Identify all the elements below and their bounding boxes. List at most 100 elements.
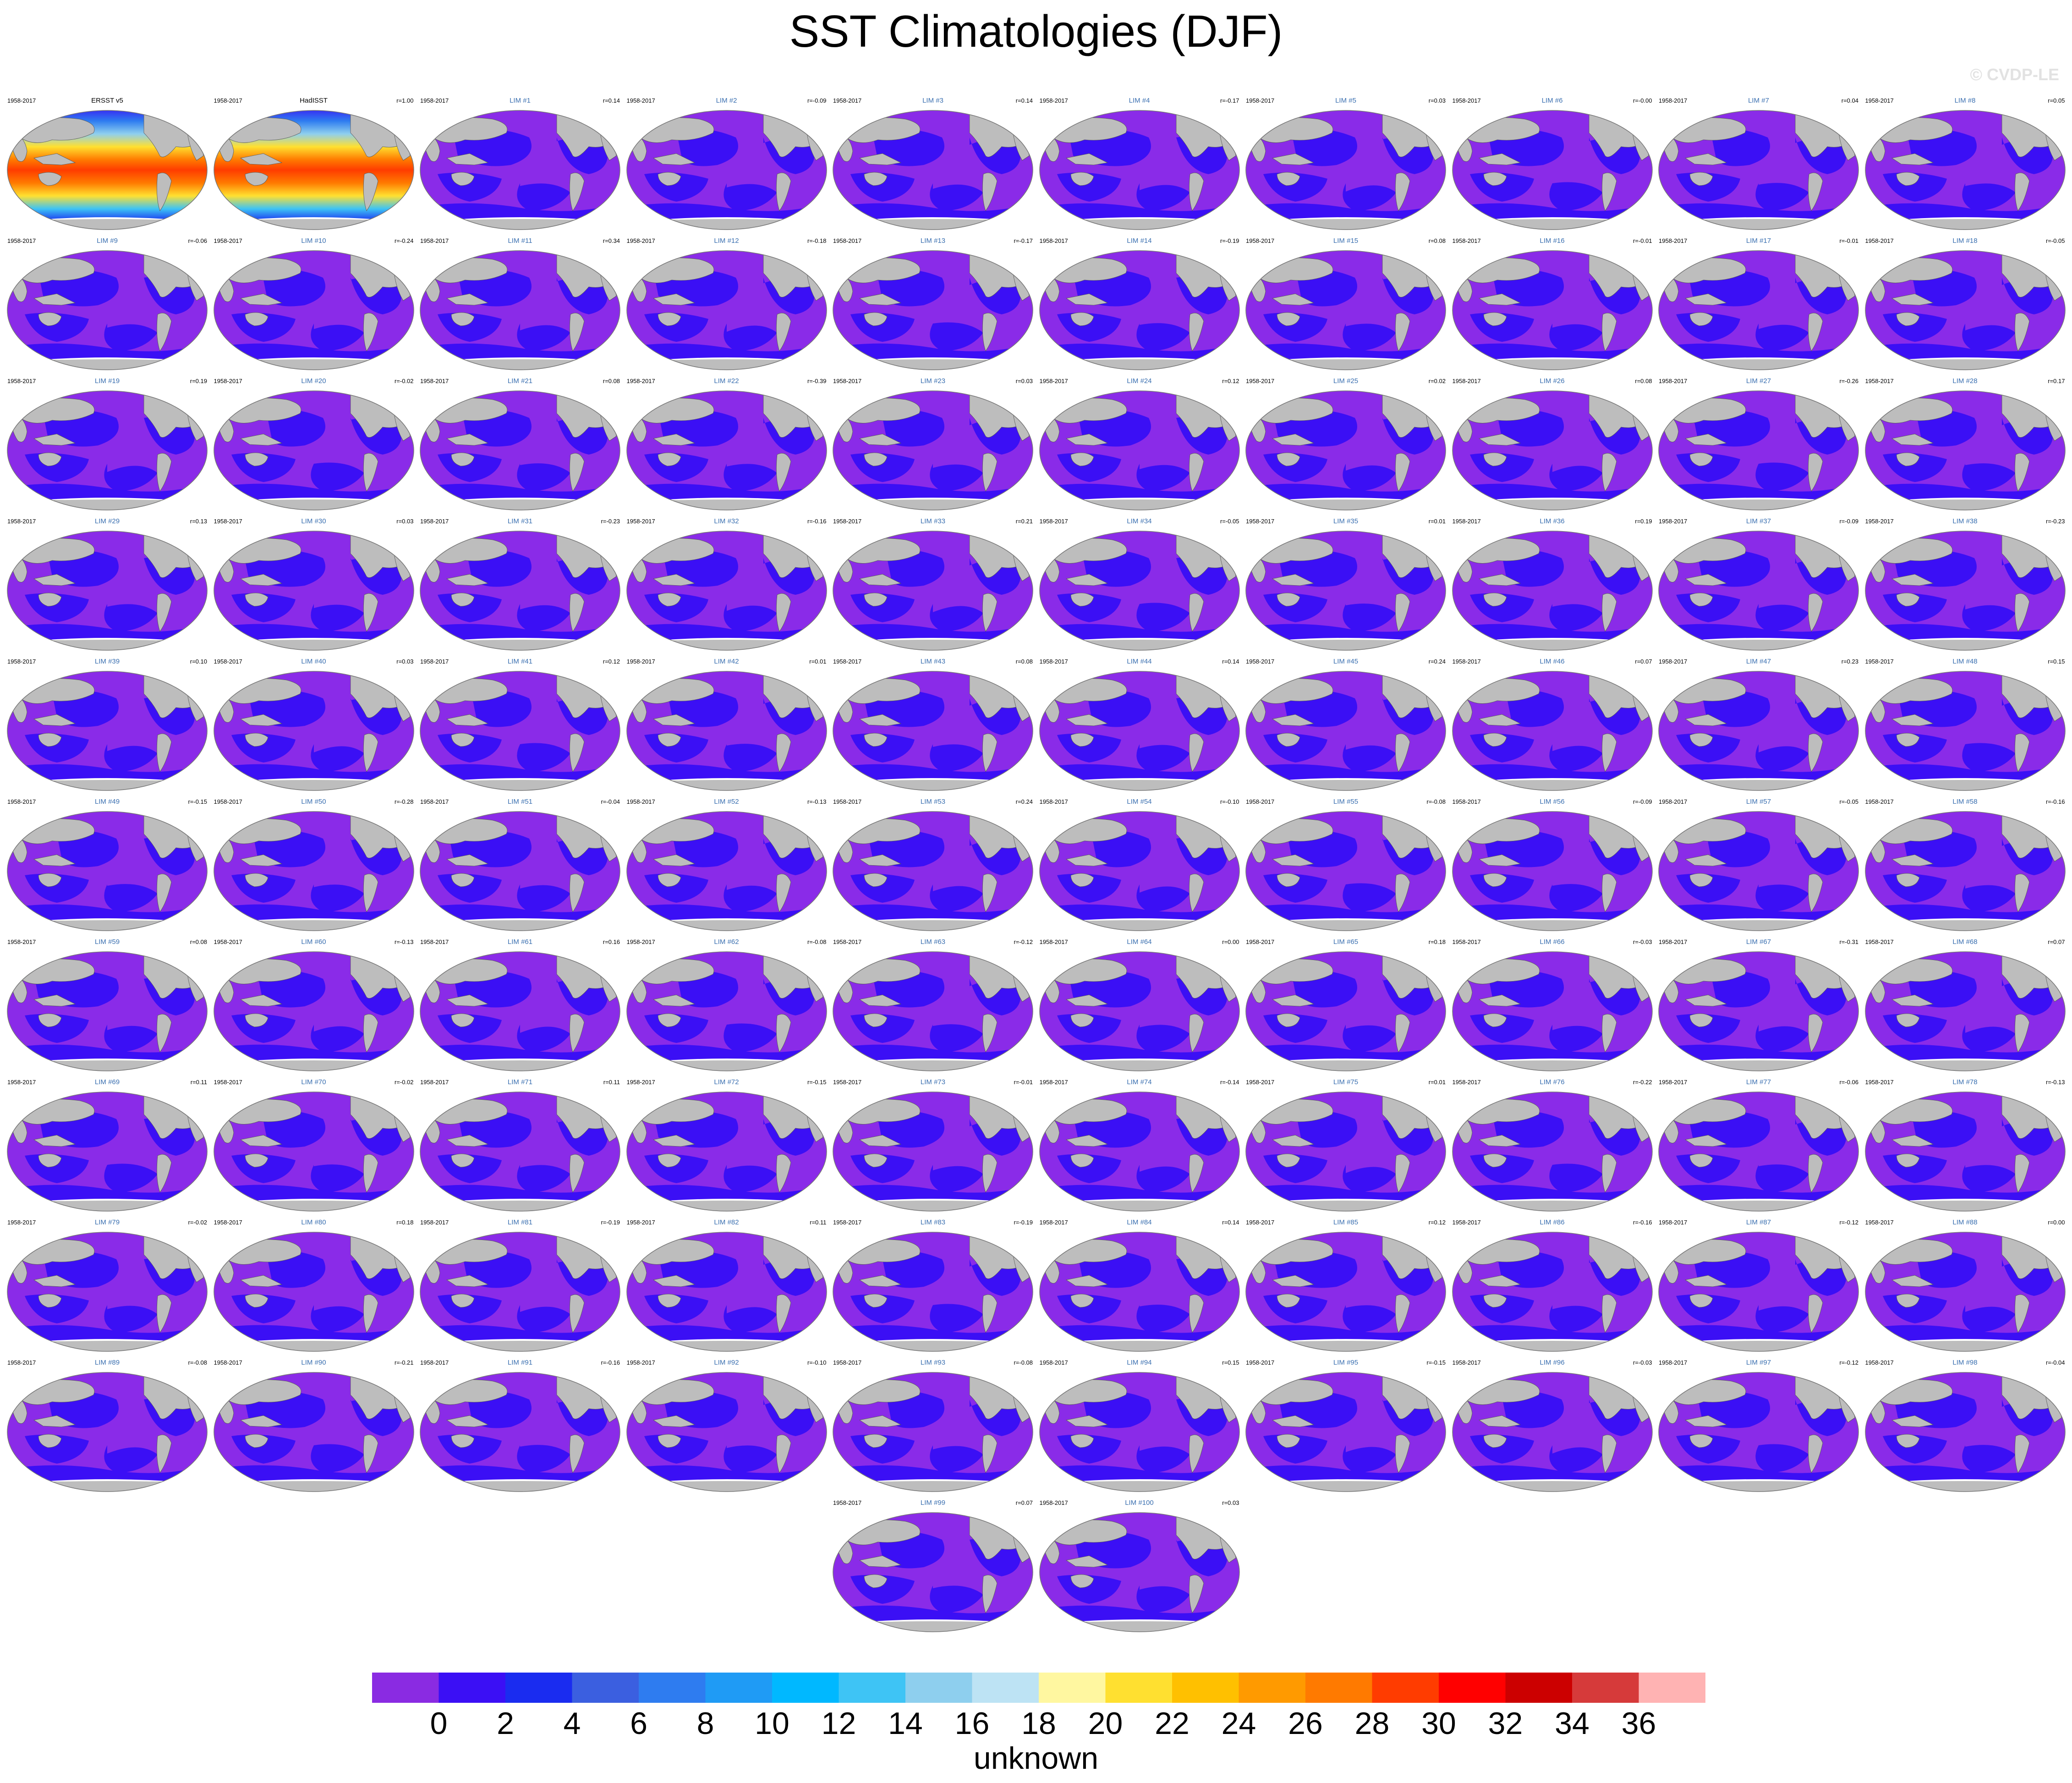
panel-correlation: r=0.19 xyxy=(190,378,207,384)
sst-patch xyxy=(1136,1025,1190,1052)
landmass-shape xyxy=(38,452,62,466)
panel-period: 1958-2017 xyxy=(1659,237,1688,244)
map-panel: 1958-2017 LIM #86 r=-0.16 xyxy=(1452,1219,1653,1356)
panel-title: LIM #71 xyxy=(507,1078,533,1086)
colorbar-swatch xyxy=(839,1673,906,1703)
sst-patch xyxy=(723,884,777,912)
panel-correlation: r=-0.05 xyxy=(2045,237,2065,244)
sst-patch xyxy=(1136,603,1190,631)
sst-patch xyxy=(1962,1445,2016,1473)
map-panel: 1958-2017 LIM #8 r=0.05 xyxy=(1864,97,2066,235)
landmass-shape xyxy=(1601,313,1617,351)
antarctica-shape xyxy=(1659,779,1858,790)
colorbar-swatch xyxy=(505,1673,572,1703)
missing-data-band xyxy=(850,1339,1015,1343)
missing-data-band xyxy=(1057,1339,1222,1343)
colorbar-swatch xyxy=(705,1673,773,1703)
landmass-shape xyxy=(1070,1153,1094,1168)
sst-patch xyxy=(1549,464,1603,491)
missing-data-band xyxy=(438,498,603,501)
panel-period: 1958-2017 xyxy=(1452,1359,1481,1366)
landmass-shape xyxy=(33,574,76,586)
world-map xyxy=(1864,390,2066,510)
antarctica-shape xyxy=(214,1340,414,1351)
map-outline xyxy=(1039,250,1240,370)
missing-data-band xyxy=(1263,217,1428,221)
panel-period: 1958-2017 xyxy=(833,1499,862,1506)
panel-period: 1958-2017 xyxy=(833,518,862,525)
panel-period: 1958-2017 xyxy=(1452,237,1481,244)
missing-data-band xyxy=(438,638,603,642)
panel-title: LIM #78 xyxy=(1952,1078,1978,1086)
map-panel: 1958-2017 LIM #15 r=0.08 xyxy=(1245,237,1447,375)
map-panel: 1958-2017 LIM #45 r=0.24 xyxy=(1245,658,1447,795)
panel-correlation: r=-0.16 xyxy=(807,518,827,525)
map-outline xyxy=(420,811,620,931)
landmass-shape xyxy=(156,172,172,211)
landmass-shape xyxy=(1684,1135,1727,1147)
panel-correlation: r=-0.16 xyxy=(1633,1219,1652,1226)
landmass-shape xyxy=(1277,1153,1300,1168)
map-panel: 1958-2017 LIM #87 r=-0.12 xyxy=(1658,1219,1859,1356)
world-map xyxy=(213,811,414,931)
panel-period: 1958-2017 xyxy=(420,798,449,805)
landmass-shape xyxy=(1891,714,1934,726)
missing-data-band xyxy=(25,1339,190,1343)
panel-title: LIM #60 xyxy=(301,938,326,946)
landmass-shape xyxy=(864,733,888,747)
panel-correlation: r=0.14 xyxy=(1222,1219,1239,1226)
missing-data-band xyxy=(644,217,809,221)
panel-title: LIM #53 xyxy=(920,798,946,806)
landmass-shape xyxy=(1601,593,1617,632)
landmass-shape xyxy=(1478,1415,1521,1427)
map-outline xyxy=(7,671,208,791)
world-map xyxy=(7,811,208,931)
landmass-shape xyxy=(1189,453,1204,492)
landmass-shape xyxy=(658,312,681,326)
antarctica-shape xyxy=(1246,1200,1446,1211)
world-map xyxy=(1452,1092,1653,1212)
panel-correlation: r=-0.15 xyxy=(807,1079,827,1086)
world-map xyxy=(833,531,1033,651)
ocean-field xyxy=(214,110,414,230)
sst-patch xyxy=(1755,1305,1809,1333)
panel-correlation: r=0.18 xyxy=(1428,938,1446,945)
landmass-shape xyxy=(652,574,695,586)
map-outline xyxy=(1039,671,1240,791)
panel-title: LIM #38 xyxy=(1952,517,1978,525)
landmass-shape xyxy=(1808,453,1823,492)
world-map xyxy=(1658,951,1859,1071)
panel-title: LIM #44 xyxy=(1127,658,1152,665)
sst-patch xyxy=(104,1163,158,1192)
antarctica-shape xyxy=(626,1200,827,1211)
antarctica-shape xyxy=(833,639,1033,650)
panel-correlation: r=-0.08 xyxy=(1014,1359,1033,1366)
antarctica-shape xyxy=(833,779,1033,790)
panel-period: 1958-2017 xyxy=(214,798,242,805)
landmass-shape xyxy=(1896,873,1919,887)
map-outline xyxy=(213,951,414,1071)
missing-data-band xyxy=(1469,1199,1635,1202)
antarctica-shape xyxy=(214,218,414,230)
panel-title: LIM #10 xyxy=(301,237,326,245)
antarctica-shape xyxy=(420,499,620,510)
panel-period: 1958-2017 xyxy=(1865,1219,1894,1226)
sst-patch xyxy=(930,884,983,912)
antarctica-shape xyxy=(1452,358,1652,370)
panel-correlation: r=-0.01 xyxy=(1633,237,1652,244)
sst-patch xyxy=(1136,1445,1190,1473)
landmass-shape xyxy=(1478,1275,1521,1287)
panel-title: ERSST v5 xyxy=(91,97,123,104)
sst-patch xyxy=(104,1305,158,1333)
world-map xyxy=(1245,250,1446,370)
panel-period: 1958-2017 xyxy=(420,1219,449,1226)
world-map xyxy=(420,951,620,1071)
panel-period: 1958-2017 xyxy=(1039,97,1068,104)
antarctica-shape xyxy=(7,1059,207,1071)
antarctica-shape xyxy=(833,1480,1033,1492)
map-outline xyxy=(833,1512,1033,1632)
panel-correlation: r=0.08 xyxy=(1015,658,1033,665)
antarctica-shape xyxy=(1039,919,1239,931)
map-panel: 1958-2017 LIM #89 r=-0.08 xyxy=(6,1359,208,1497)
missing-data-band xyxy=(1882,1199,2048,1202)
